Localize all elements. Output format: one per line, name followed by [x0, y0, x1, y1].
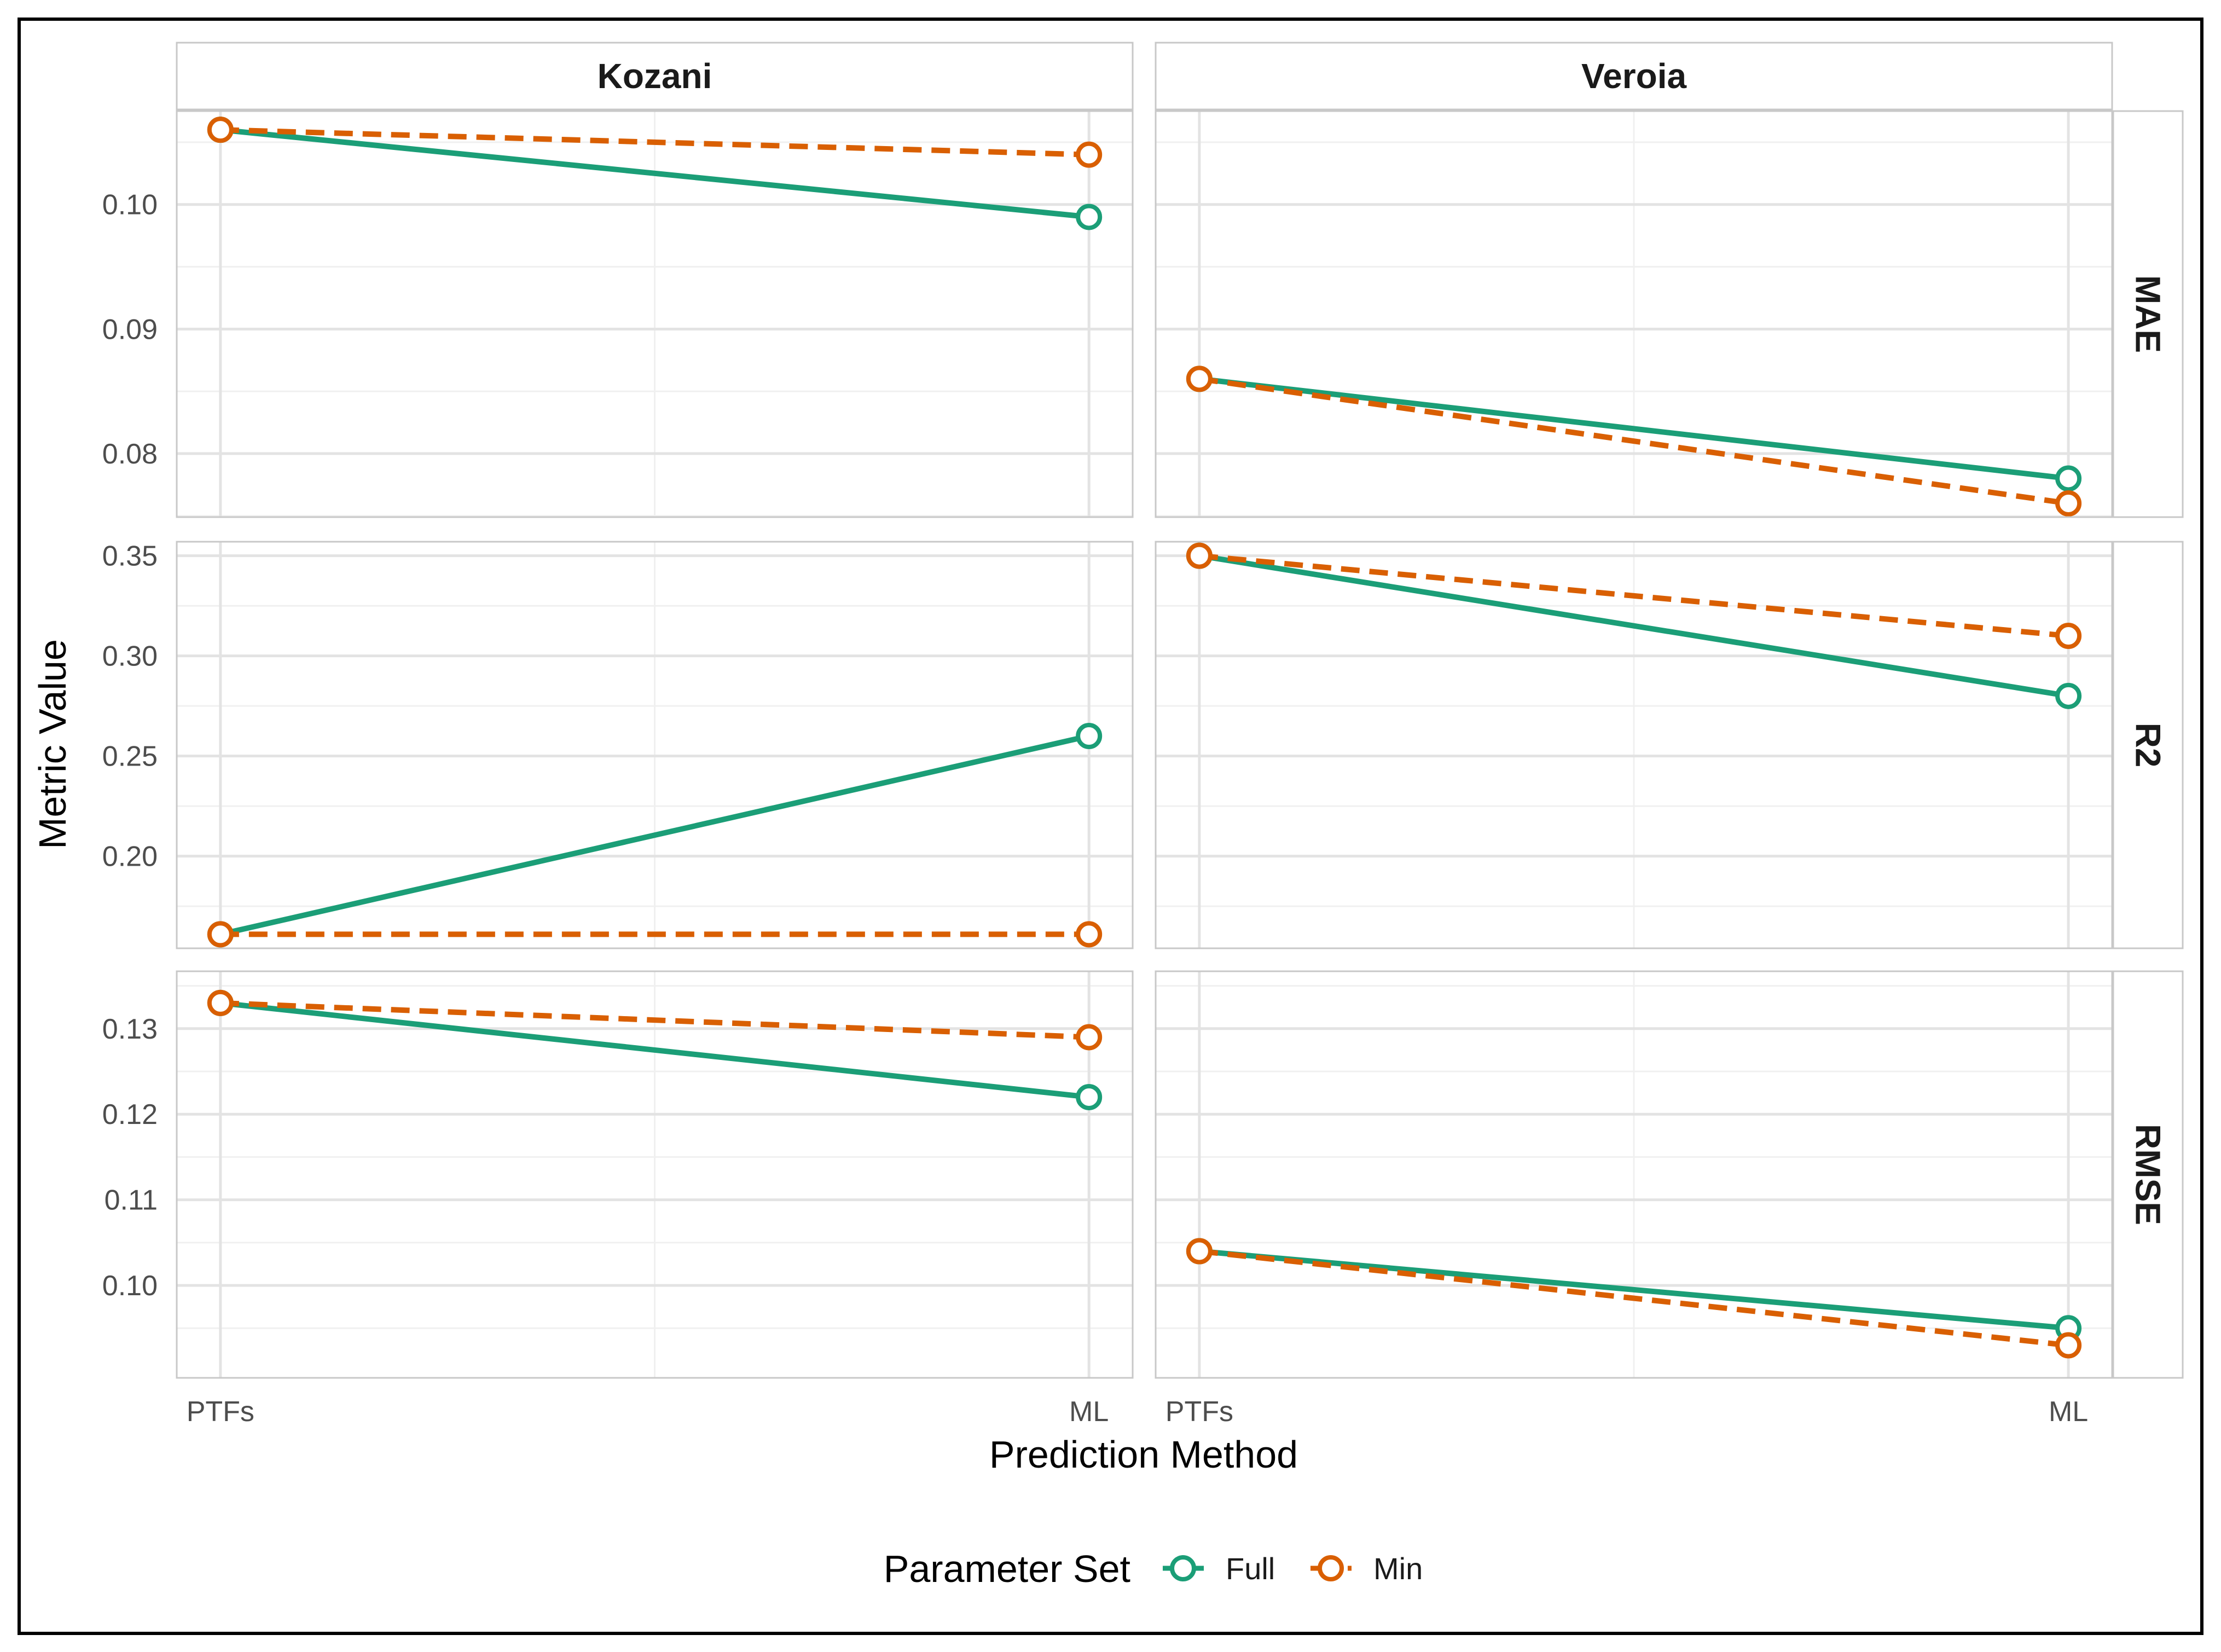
strip-label-rmse: RMSE	[2129, 1124, 2168, 1225]
series-line-full	[1199, 1248, 2069, 1331]
figure-border	[18, 18, 2203, 1635]
series-line-full	[219, 733, 1090, 937]
series-line-min	[1199, 1248, 2069, 1348]
series-line-min	[220, 127, 1089, 158]
panels: Kozani Veroia MAE 0.08 0.09 0.10 R2 0.20 0.25 0.3…	[102, 42, 2184, 1428]
legend-title: Parameter Set	[884, 1547, 1130, 1590]
point-min-ml	[2055, 623, 2082, 650]
legend: Parameter Set Full Min	[884, 1547, 1423, 1590]
point-min-ptfs	[1186, 366, 1213, 392]
series-line-min	[1199, 376, 2069, 506]
series-line-full	[1199, 376, 2069, 482]
y-tick-r2-0: 0.20	[102, 841, 158, 873]
panel-veroia-r2	[1155, 541, 2113, 949]
point-full-ml	[1076, 1083, 1103, 1110]
point-min-ml	[2055, 1332, 2082, 1359]
y-tick-r2-3: 0.35	[102, 541, 158, 572]
point-min-ptfs	[207, 117, 234, 143]
point-full-ml	[2055, 465, 2082, 492]
point-min-ptfs	[207, 921, 234, 948]
panel-kozani-mae	[176, 110, 1134, 518]
panel-border	[176, 541, 1134, 949]
series-line-full	[220, 127, 1089, 220]
strip-label-mae: MAE	[2129, 275, 2168, 353]
point-min-ml	[2055, 490, 2082, 517]
strip-label-kozani: Kozani	[598, 56, 712, 96]
point-min-ml	[1076, 921, 1103, 948]
panel-border	[176, 110, 1134, 518]
strip-rmse	[2112, 970, 2184, 1379]
y-tick-rmse-3: 0.13	[102, 1013, 158, 1045]
series-line-full	[1199, 553, 2069, 699]
point-min-ml	[1076, 1024, 1103, 1051]
x-tick-kozani-ml: ML	[1069, 1396, 1109, 1428]
point-min-ptfs	[207, 989, 234, 1016]
series-line-min	[220, 1000, 1089, 1040]
strip-kozani	[176, 42, 1134, 111]
panel-border	[1155, 541, 2113, 949]
point-min-ptfs	[1186, 1238, 1213, 1265]
y-axis-title: Metric Value	[31, 639, 74, 849]
x-tick-veroia-ptfs: PTFs	[1165, 1396, 1233, 1428]
y-tick-r2-2: 0.30	[102, 641, 158, 673]
panel-border	[176, 970, 1134, 1379]
panel-border	[1155, 110, 2113, 518]
legend-label-min: Min	[1373, 1551, 1423, 1586]
panel-kozani-r2	[176, 541, 1134, 949]
x-tick-kozani-ptfs: PTFs	[187, 1396, 254, 1428]
strip-veroia	[1155, 42, 2113, 111]
legend-marker-full	[1170, 1555, 1196, 1581]
y-tick-rmse-1: 0.11	[105, 1185, 158, 1216]
panel-kozani-rmse	[176, 970, 1134, 1379]
x-tick-veroia-ml: ML	[2049, 1396, 2088, 1428]
y-tick-mae-0: 0.08	[102, 438, 158, 470]
point-full-ml	[2055, 682, 2082, 709]
legend-label-full: Full	[1226, 1551, 1275, 1586]
legend-marker-min	[1318, 1555, 1344, 1581]
strip-label-r2: R2	[2129, 723, 2168, 768]
point-min-ml	[1076, 141, 1103, 168]
y-tick-mae-1: 0.09	[102, 314, 158, 345]
strip-label-veroia: Veroia	[1581, 56, 1687, 96]
panel-veroia-mae	[1155, 110, 2113, 518]
legend-items: Full Min	[1163, 1551, 1423, 1586]
panel-veroia-rmse	[1155, 970, 2113, 1379]
point-full-ml	[1076, 723, 1103, 750]
y-tick-mae-2: 0.10	[102, 189, 158, 221]
y-tick-rmse-2: 0.12	[102, 1099, 158, 1131]
y-tick-rmse-0: 0.10	[102, 1270, 158, 1302]
series-line-min	[1199, 553, 2069, 639]
series-line-full	[220, 1000, 1089, 1100]
strip-r2	[2112, 541, 2184, 949]
point-min-ptfs	[1186, 542, 1213, 569]
y-tick-r2-1: 0.25	[102, 741, 158, 773]
point-full-ml	[1076, 204, 1103, 230]
strip-mae	[2112, 110, 2184, 518]
x-axis-title: Prediction Method	[989, 1433, 1298, 1476]
panel-border	[1155, 970, 2113, 1379]
